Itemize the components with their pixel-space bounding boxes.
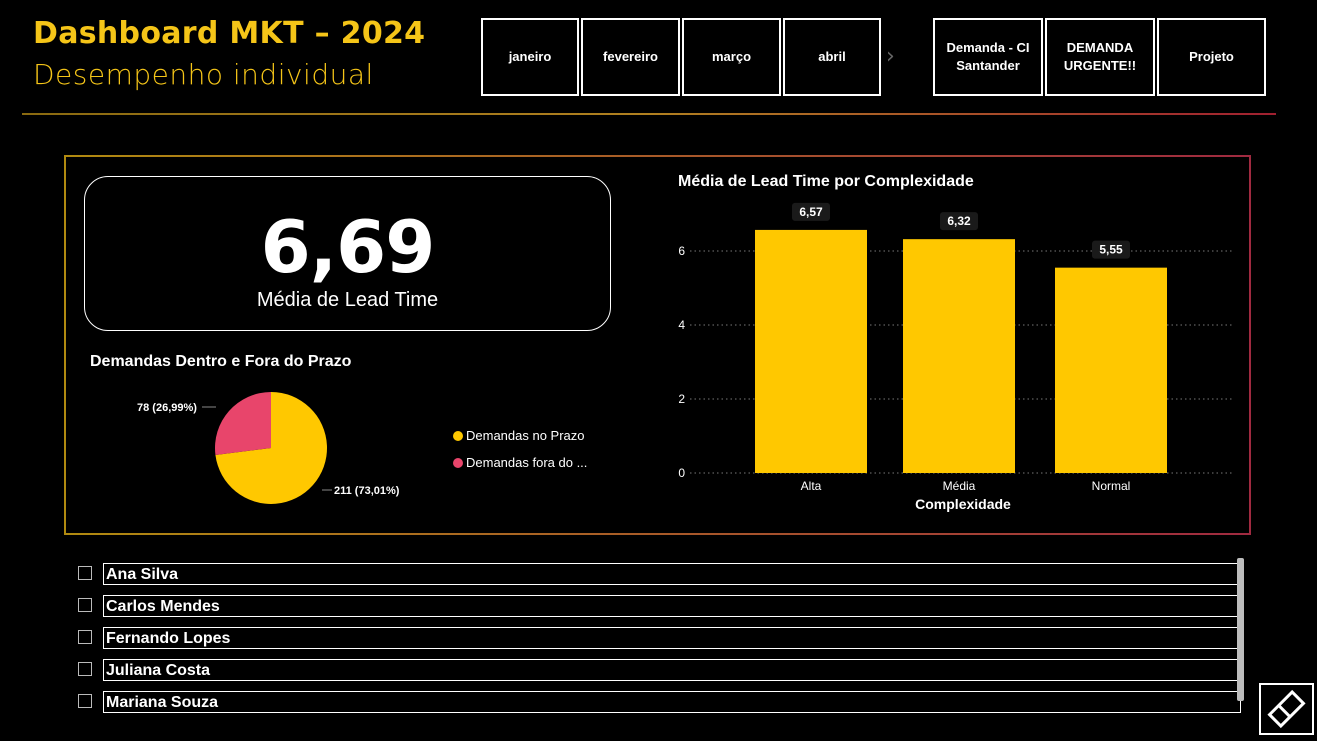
bar-chart-title: Média de Lead Time por Complexidade xyxy=(678,173,974,190)
legend-item-prazo[interactable]: Demandas no Prazo xyxy=(453,428,585,443)
header-divider xyxy=(22,113,1276,115)
bar-x-tick-label: Alta xyxy=(801,479,822,493)
legend-label-fora: Demandas fora do ... xyxy=(466,455,588,470)
bar-mdia[interactable] xyxy=(903,239,1015,473)
pie-chart-title: Demandas Dentro e Fora do Prazo xyxy=(90,353,352,370)
legend-label-prazo: Demandas no Prazo xyxy=(466,428,585,443)
slicer-scrollbar[interactable] xyxy=(1237,558,1244,701)
bar-y-tick-label: 0 xyxy=(678,466,685,480)
slicer-checkbox[interactable] xyxy=(78,662,92,676)
focus-mode-icon xyxy=(1267,689,1306,729)
bar-chart[interactable]: 0 2 4 6 6,57 Alta 6,32 Média 5,55 Normal Complex… xyxy=(660,195,1240,525)
bar-data-label-bg xyxy=(940,212,978,231)
nav-button-fevereiro[interactable]: fevereiro xyxy=(581,18,680,96)
slicer-checkbox[interactable] xyxy=(78,566,92,580)
bar-data-label-bg xyxy=(1092,240,1130,259)
nav-separator-chevron-icon: › xyxy=(886,44,895,69)
nav-button-projeto[interactable]: Projeto xyxy=(1157,18,1266,96)
pie-slice-fora[interactable] xyxy=(215,392,271,455)
slicer-item-label[interactable]: Carlos Mendes xyxy=(103,595,1241,617)
kpi-value: 6,69 xyxy=(260,205,436,289)
pie-chart[interactable]: 78 (26,99%) 211 (73,01%) xyxy=(120,380,440,515)
slicer-checkbox[interactable] xyxy=(78,630,92,644)
dashboard-title: Dashboard MKT – 2024 xyxy=(33,16,426,51)
nav-button-abril[interactable]: abril xyxy=(783,18,881,96)
bar-alta[interactable] xyxy=(755,229,867,473)
nav-button-janeiro[interactable]: janeiro xyxy=(481,18,579,96)
pie-slice-prazo[interactable] xyxy=(215,392,327,504)
bar-y-tick-label: 4 xyxy=(678,318,685,332)
slicer-item-label[interactable]: Fernando Lopes xyxy=(103,627,1241,649)
pie-data-label-prazo: 211 (73,01%) xyxy=(334,485,400,497)
slicer-checkbox[interactable] xyxy=(78,694,92,708)
nav-button-demanda-urgente[interactable]: DEMANDA URGENTE!! xyxy=(1045,18,1155,96)
powerbi-focus-icon[interactable] xyxy=(1259,683,1314,735)
pie-data-label-fora: 78 (26,99%) xyxy=(137,402,197,414)
kpi-label: Média de Lead Time xyxy=(256,289,439,311)
legend-item-fora[interactable]: Demandas fora do ... xyxy=(453,455,587,470)
bar-x-tick-label: Normal xyxy=(1092,479,1131,493)
bar-x-axis-title: Complexidade xyxy=(915,496,1011,512)
legend-dot-prazo xyxy=(453,430,463,441)
slicer-item[interactable]: Fernando Lopes xyxy=(78,627,1244,651)
slicer-item[interactable]: Ana Silva xyxy=(78,563,1244,587)
dashboard-subtitle: Desempenho individual xyxy=(33,58,374,91)
nav-button-demanda-ci-santander[interactable]: Demanda - CI Santander xyxy=(933,18,1043,96)
bar-data-label: 6,57 xyxy=(799,205,823,219)
slicer-item-label[interactable]: Ana Silva xyxy=(103,563,1241,585)
bar-data-label: 5,55 xyxy=(1099,243,1123,257)
bar-x-tick-label: Média xyxy=(943,479,976,493)
bar-y-tick-label: 6 xyxy=(678,244,685,258)
bar-data-label-bg xyxy=(792,202,830,221)
slicer-item-label[interactable]: Juliana Costa xyxy=(103,659,1241,681)
bar-y-tick-label: 2 xyxy=(678,392,685,406)
slicer-item[interactable]: Mariana Souza xyxy=(78,691,1244,715)
nav-button-marco[interactable]: março xyxy=(682,18,781,96)
legend-dot-fora xyxy=(453,457,463,468)
slicer-item[interactable]: Juliana Costa xyxy=(78,659,1244,683)
bar-normal[interactable] xyxy=(1055,267,1167,473)
slicer-checkbox[interactable] xyxy=(78,598,92,612)
slicer-item-label[interactable]: Mariana Souza xyxy=(103,691,1241,713)
kpi-card-lead-time[interactable]: 6,69 Média de Lead Time xyxy=(84,176,611,331)
bar-data-label: 6,32 xyxy=(947,214,971,228)
slicer-item[interactable]: Carlos Mendes xyxy=(78,595,1244,619)
